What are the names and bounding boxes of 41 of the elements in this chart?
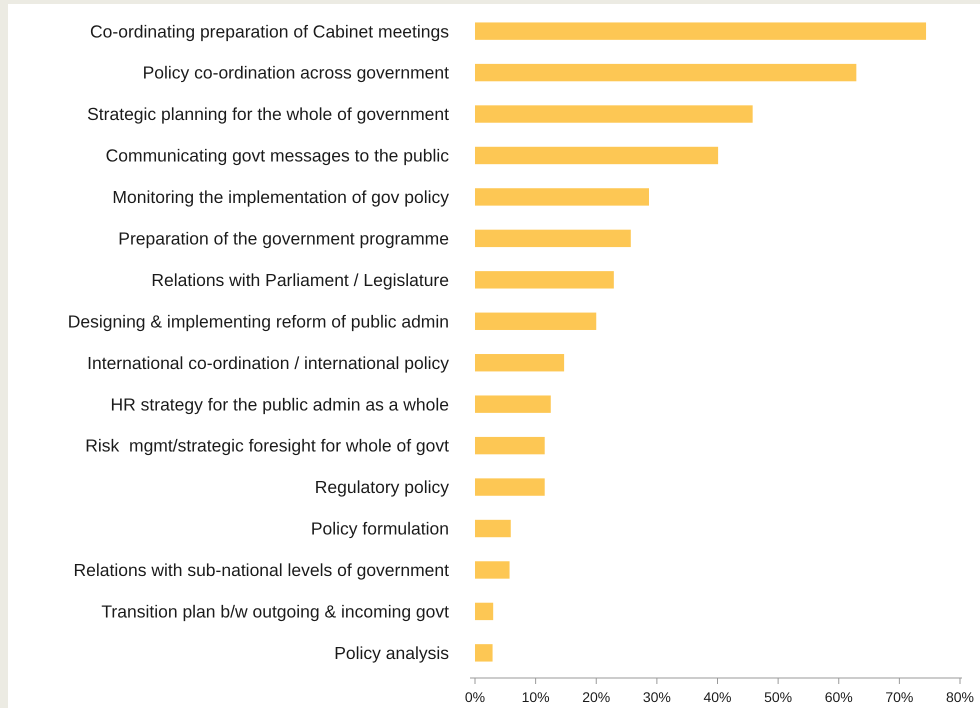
bar (475, 271, 614, 289)
y-tick-label: Preparation of the government programme (118, 228, 449, 249)
x-tick-label: 50% (764, 689, 792, 705)
y-tick-label: Regulatory policy (314, 477, 450, 498)
y-tick-label: Risk mgmt/strategic foresight for whole of govt (85, 436, 450, 456)
bar (475, 312, 596, 330)
y-tick-label: Policy analysis (334, 642, 450, 663)
x-tick-label: 60% (824, 689, 853, 705)
bar (475, 436, 545, 454)
y-tick-label: Communicating govt messages to the public (106, 146, 450, 166)
y-tick-label: Transition plan b/w outgoing & incoming govt (101, 602, 450, 622)
x-tick-label: 20% (582, 689, 610, 705)
x-tick-label: 40% (703, 689, 732, 705)
bar (475, 561, 510, 579)
y-tick-label: HR strategy for the public admin as a whole (110, 394, 449, 414)
bar (475, 230, 631, 248)
bar (475, 105, 753, 123)
y-tick-label: Co-ordinating preparation of Cabinet meetings (90, 21, 450, 42)
bar (475, 602, 494, 620)
y-tick-label: Strategic planning for the whole of government (87, 104, 450, 124)
y-tick-label: Policy formulation (310, 518, 449, 539)
y-tick-label: Relations with sub-national levels of government (74, 560, 450, 580)
bar (475, 520, 511, 538)
y-tick-label: Designing & implementing reform of public admin (68, 311, 449, 332)
bar (475, 644, 493, 662)
x-tick-label: 70% (885, 689, 914, 705)
bar (475, 395, 551, 413)
bar (475, 354, 564, 372)
y-tick-label: International co-ordination / international policy (87, 352, 450, 373)
x-tick-label: 0% (464, 689, 486, 705)
x-tick-label: 30% (642, 689, 671, 705)
bar (475, 188, 649, 206)
bar (475, 146, 718, 164)
x-tick-label: 80% (946, 689, 974, 705)
y-tick-label: Relations with Parliament / Legislature (151, 270, 449, 290)
bar (475, 64, 856, 82)
bar (475, 478, 545, 496)
y-tick-label: Monitoring the implementation of gov policy (112, 187, 450, 208)
x-tick-label: 10% (522, 689, 550, 705)
y-tick-label: Policy co-ordination across government (142, 62, 450, 83)
bar (475, 22, 926, 40)
